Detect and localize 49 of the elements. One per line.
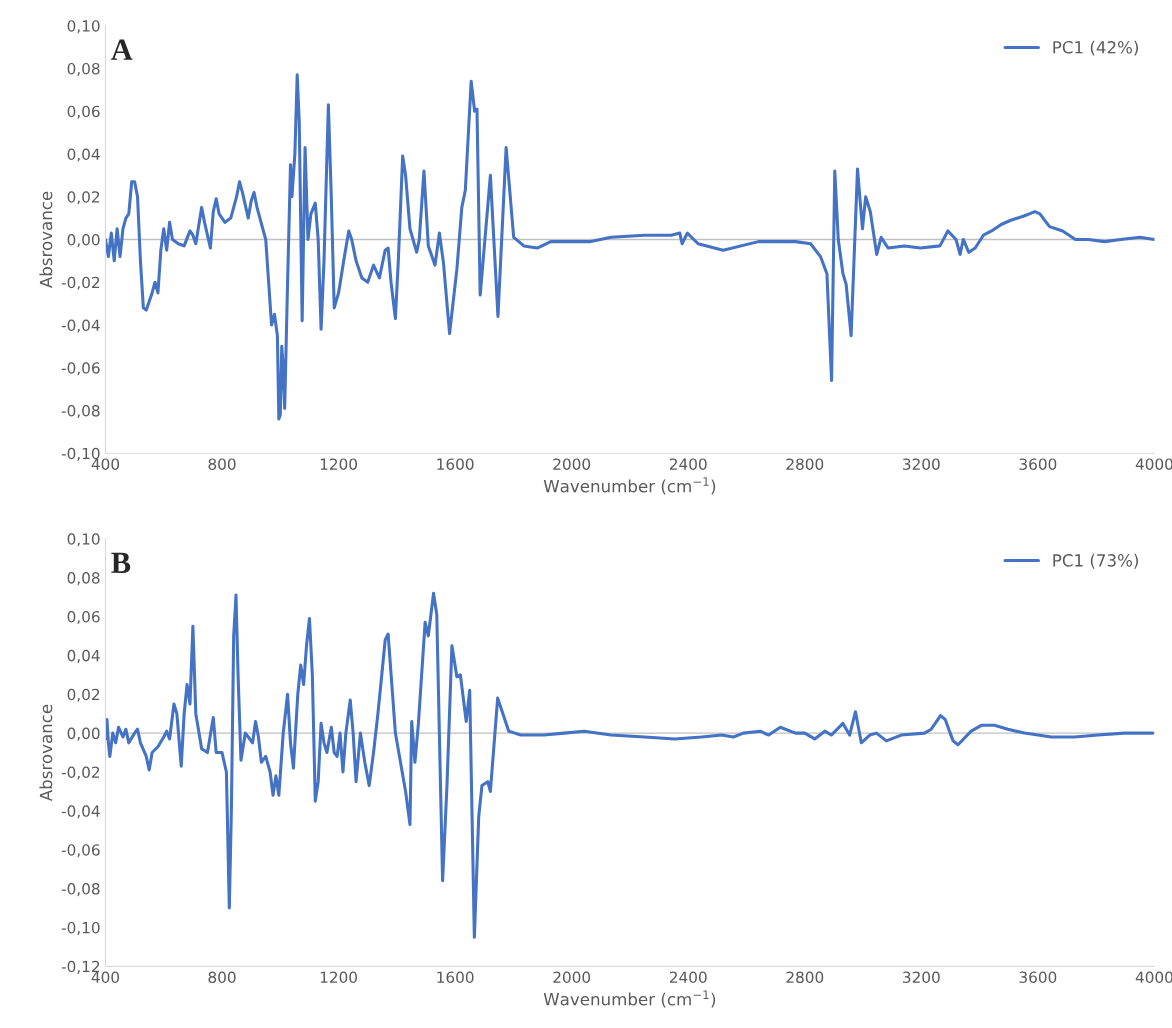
y-tick-label: 0,04 (67, 649, 100, 663)
line-series (105, 73, 1155, 421)
x-tick-label: 800 (208, 458, 236, 470)
x-tick-label: 2400 (669, 971, 707, 984)
x-tick-label: 2400 (669, 458, 707, 470)
x-tick-label: 3200 (903, 458, 940, 470)
y-tick-label: -0,02 (61, 276, 100, 290)
x-axis-title: Wavenumber (cm$^{−1}$) (543, 990, 716, 1008)
x-tick-label: 3600 (1019, 971, 1057, 984)
x-tick-label: 800 (208, 971, 236, 984)
y-tick-label: -0,02 (61, 766, 100, 780)
x-tick-label: 1200 (320, 458, 357, 470)
y-tick-label: -0,06 (61, 844, 100, 858)
y-tick-label: 0,06 (67, 105, 100, 119)
y-tick-label: 0,10 (67, 20, 100, 34)
x-axis-title: Wavenumber (cm$^{−1}$) (543, 477, 716, 495)
y-tick-label: -0,04 (61, 805, 100, 819)
x-tick-label: 1600 (437, 458, 474, 470)
y-tick-label: -0,10 (61, 921, 100, 936)
y-tick-label: 0,02 (67, 191, 100, 205)
y-tick-label: 0,04 (67, 148, 100, 162)
x-tick-label: 3200 (903, 971, 940, 984)
y-tick-label: -0,04 (61, 319, 100, 333)
y-axis-title: Absrovance (39, 704, 53, 802)
y-tick-label: 0,00 (67, 727, 100, 741)
y-tick-label: -0,08 (61, 883, 100, 897)
x-tick-label: 1600 (437, 971, 474, 984)
y-tick-label: 0,08 (67, 572, 100, 586)
x-tick-label: 2000 (553, 971, 591, 984)
annotation: B (111, 552, 131, 573)
y-axis-title: Absrovance (39, 191, 53, 289)
legend-label: PC1 (42%) (1053, 40, 1138, 56)
x-tick-label: 2800 (786, 971, 824, 984)
x-tick-label: 4000 (1135, 971, 1172, 984)
x-tick-label: 2000 (553, 458, 591, 470)
y-tick-label: -0,06 (61, 362, 100, 376)
legend-label: PC1 (73%) (1053, 553, 1138, 569)
annotation: A (111, 39, 133, 60)
y-tick-label: 0,00 (67, 233, 100, 248)
line-series (105, 591, 1155, 939)
x-tick-label: 4000 (1135, 458, 1172, 470)
y-tick-label: 0,06 (67, 610, 100, 625)
x-tick-label: 3600 (1019, 458, 1057, 470)
x-tick-label: 2800 (786, 458, 824, 470)
y-tick-label: 0,02 (67, 688, 100, 702)
y-tick-label: 0,10 (67, 533, 100, 547)
x-tick-label: 1200 (320, 971, 357, 984)
y-tick-label: -0,08 (61, 404, 100, 419)
y-tick-label: 0,08 (67, 62, 100, 77)
